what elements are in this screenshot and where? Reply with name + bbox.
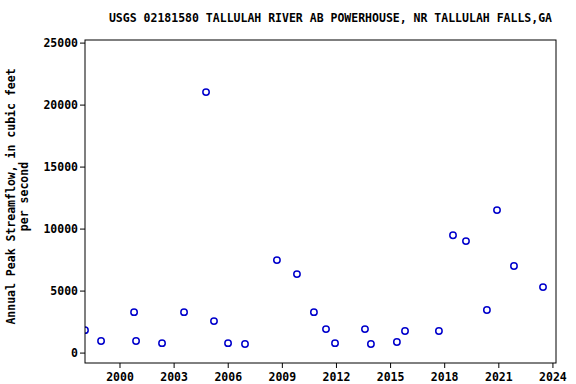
point: [362, 326, 368, 332]
y-tick: [80, 43, 85, 44]
point: [436, 328, 442, 334]
point: [294, 271, 300, 277]
chart: USGS 02181580 TALLULAH RIVER AB POWERHOU…: [0, 0, 576, 384]
x-tick-label: 2021: [485, 370, 513, 384]
point: [368, 341, 374, 347]
x-tick: [282, 363, 283, 368]
x-tick: [552, 363, 553, 368]
x-tick: [119, 363, 120, 368]
point: [540, 284, 546, 290]
plot-frame: [85, 40, 556, 363]
x-tick: [390, 363, 391, 368]
y-tick: [80, 105, 85, 106]
point: [511, 263, 517, 269]
point: [484, 307, 490, 313]
x-tick: [174, 363, 175, 368]
y-tick: [80, 167, 85, 168]
y-axis-label: Annual Peak Streamflow, in cubic feet: [4, 68, 18, 324]
x-tick: [498, 363, 499, 368]
y-tick-label: 20000: [43, 98, 78, 112]
x-tick: [444, 363, 445, 368]
x-tick-label: 2018: [431, 370, 459, 384]
x-tick-label: 2024: [539, 370, 567, 384]
point: [181, 309, 187, 315]
point: [494, 207, 500, 213]
point: [332, 340, 338, 346]
point: [402, 328, 408, 334]
x-tick-label: 2015: [377, 370, 405, 384]
y-tick: [80, 353, 85, 354]
x-tick-label: 2009: [268, 370, 296, 384]
x-tick: [336, 363, 337, 368]
title: USGS 02181580 TALLULAH RIVER AB POWERHOU…: [109, 11, 552, 25]
y-axis-label: per second: [17, 162, 31, 231]
y-tick-label: 5000: [50, 284, 78, 298]
point: [159, 340, 165, 346]
y-tick-label: 0: [71, 346, 78, 360]
point: [211, 318, 217, 324]
y-tick-label: 10000: [43, 222, 78, 236]
x-tick-label: 2012: [323, 370, 351, 384]
point: [133, 338, 139, 344]
point: [203, 89, 209, 95]
point: [274, 257, 280, 263]
point: [463, 238, 469, 244]
y-tick: [80, 291, 85, 292]
y-tick: [80, 229, 85, 230]
point: [98, 338, 104, 344]
x-tick-label: 2003: [160, 370, 188, 384]
y-tick-label: 15000: [43, 160, 78, 174]
x-tick-label: 2000: [106, 370, 134, 384]
y-tick-label: 25000: [43, 36, 78, 50]
x-tick-label: 2006: [214, 370, 242, 384]
point: [323, 326, 329, 332]
point: [242, 341, 248, 347]
points: [85, 89, 546, 347]
point: [450, 232, 456, 238]
point: [225, 340, 231, 346]
point: [131, 309, 137, 315]
point: [394, 339, 400, 345]
point: [311, 309, 317, 315]
x-tick: [228, 363, 229, 368]
